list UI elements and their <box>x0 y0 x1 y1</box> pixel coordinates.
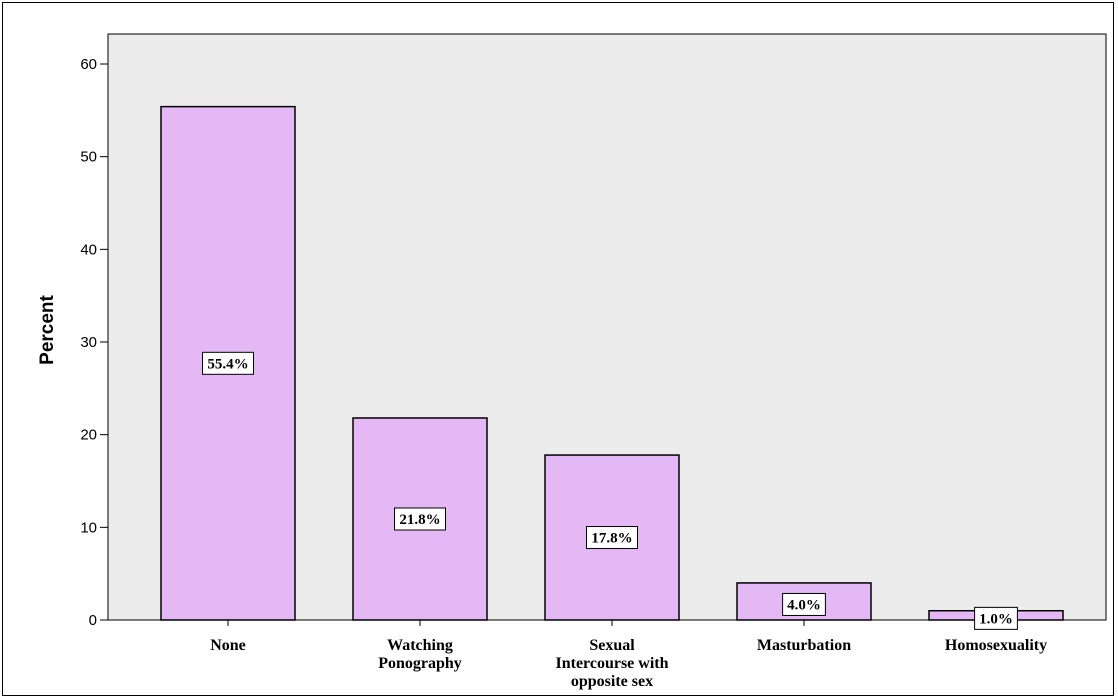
y-axis-title: Percent <box>37 294 58 364</box>
y-tick-label: 40 <box>80 241 97 258</box>
y-tick-label: 0 <box>89 612 97 629</box>
x-tick-label: None <box>210 637 246 654</box>
data-label: 21.8% <box>399 512 440 528</box>
data-label-box <box>782 592 826 616</box>
data-label: 4.0% <box>787 597 821 613</box>
x-tick-label: Sexual Intercourse with opposite sex <box>555 637 668 690</box>
data-label: 1.0% <box>979 611 1013 627</box>
x-tick-label: Masturbation <box>757 637 851 654</box>
data-label-box <box>586 526 638 550</box>
x-tick-label: Homosexuality <box>945 637 1047 654</box>
x-tick-label: Watching Ponography <box>378 637 462 672</box>
data-label-box <box>974 606 1018 630</box>
y-tick-label: 60 <box>80 56 97 73</box>
y-tick-label: 30 <box>80 334 97 351</box>
bar-chart: 0 10 20 30 40 50 60 None Watching Ponography Sexua… <box>37 33 1107 690</box>
data-label: 17.8% <box>591 531 632 547</box>
y-tick-label: 50 <box>80 149 97 166</box>
data-label: 55.4% <box>207 356 248 372</box>
data-label-box <box>202 351 254 375</box>
y-tick-label: 10 <box>80 519 97 536</box>
data-label-box <box>394 507 446 531</box>
y-tick-label: 20 <box>80 427 97 444</box>
